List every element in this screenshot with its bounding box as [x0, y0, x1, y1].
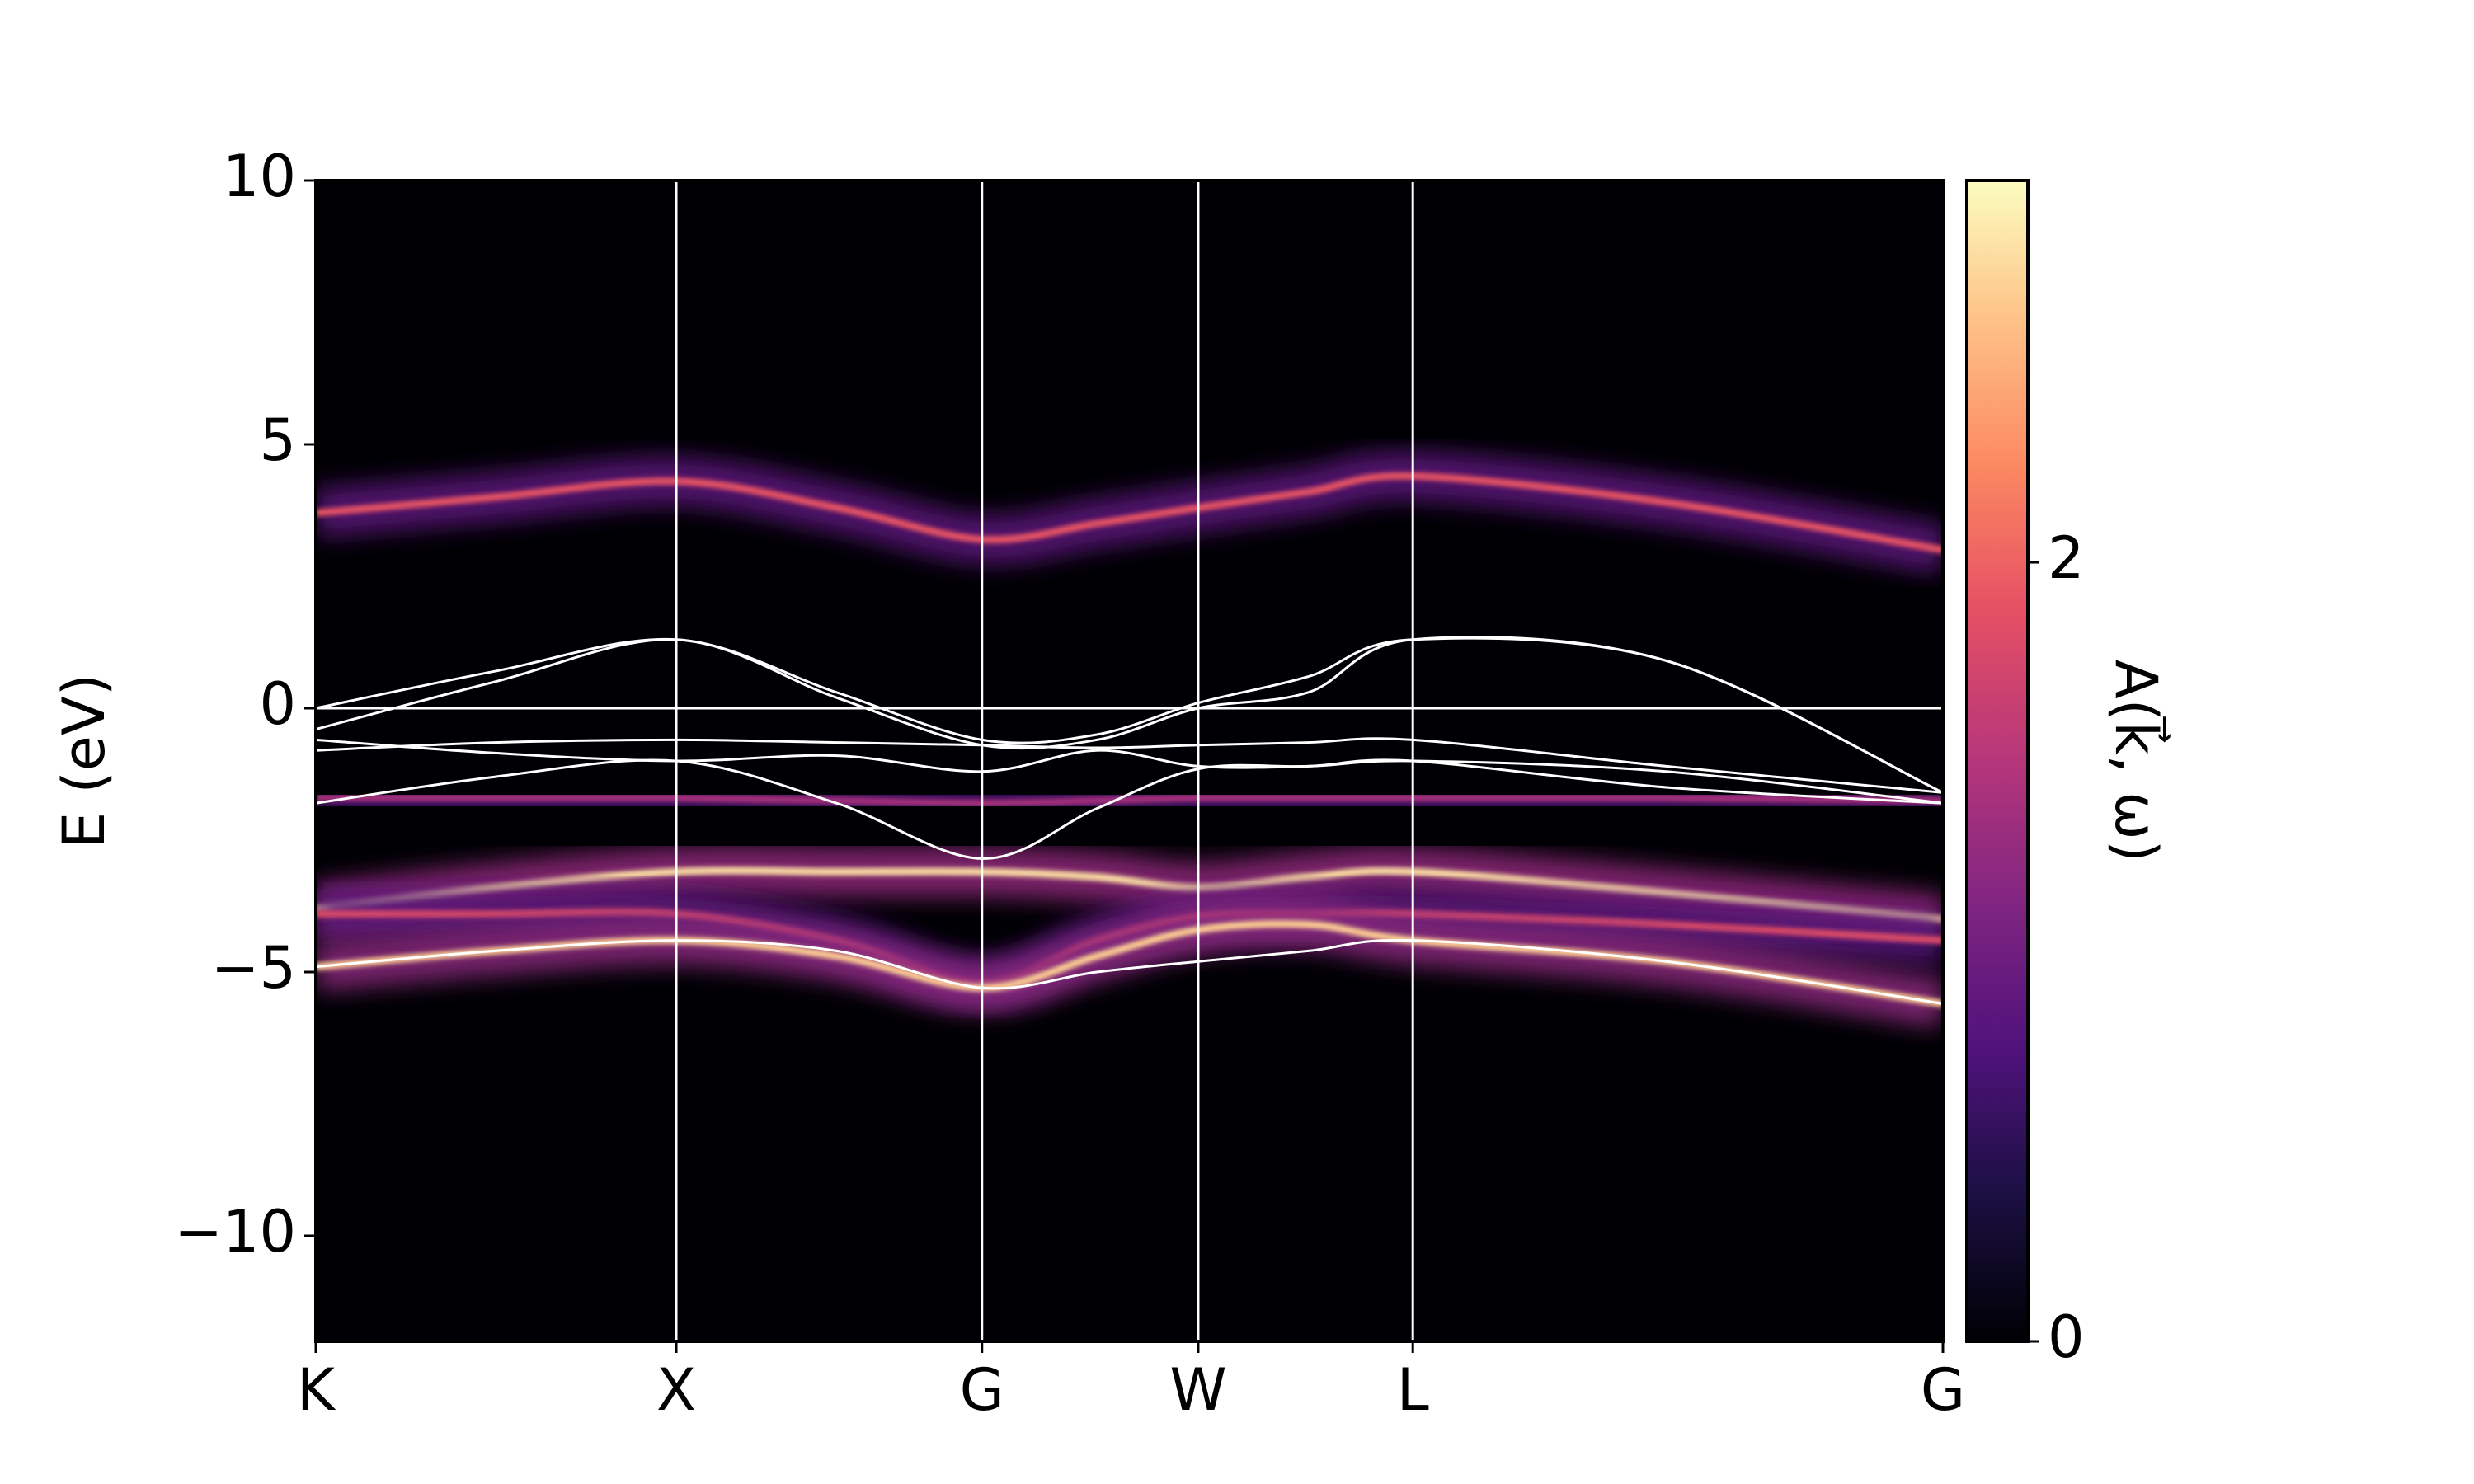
x-tick-label: G [1921, 1356, 1965, 1424]
axes: −10 −5 0 5 10 K X G W L G 0 2 [174, 143, 2084, 1424]
spectral-band [316, 472, 1943, 554]
x-tick-label: L [1397, 1356, 1429, 1424]
x-tick-label: K [297, 1356, 336, 1424]
dft-band [316, 737, 1943, 794]
colorbar [1965, 179, 2030, 1343]
colorbar-tick-label: 0 [2048, 1303, 2085, 1371]
y-tick-label: −5 [211, 934, 296, 1002]
dft-band [316, 636, 1943, 794]
x-tick-label: W [1169, 1356, 1226, 1424]
colorbar-tick-label: 2 [2048, 524, 2085, 592]
dft-band [316, 738, 1943, 805]
dft-band [316, 758, 1943, 860]
spectral-band [316, 866, 1943, 923]
plot-area [316, 181, 1943, 1341]
y-axis-label: E (eV) [50, 674, 118, 848]
dft-band [316, 938, 1943, 1005]
y-tick-label: 10 [223, 143, 296, 210]
colorbar-label: A(k⃗, ω) [2102, 660, 2171, 862]
x-tick-label: X [656, 1356, 696, 1424]
y-tick-label: 5 [259, 406, 296, 474]
spectral-band [316, 794, 1943, 807]
y-tick-label: −10 [174, 1198, 296, 1266]
plot-frame [314, 179, 1945, 1343]
y-tick-label: 0 [259, 670, 296, 738]
x-tick-label: G [960, 1356, 1004, 1424]
